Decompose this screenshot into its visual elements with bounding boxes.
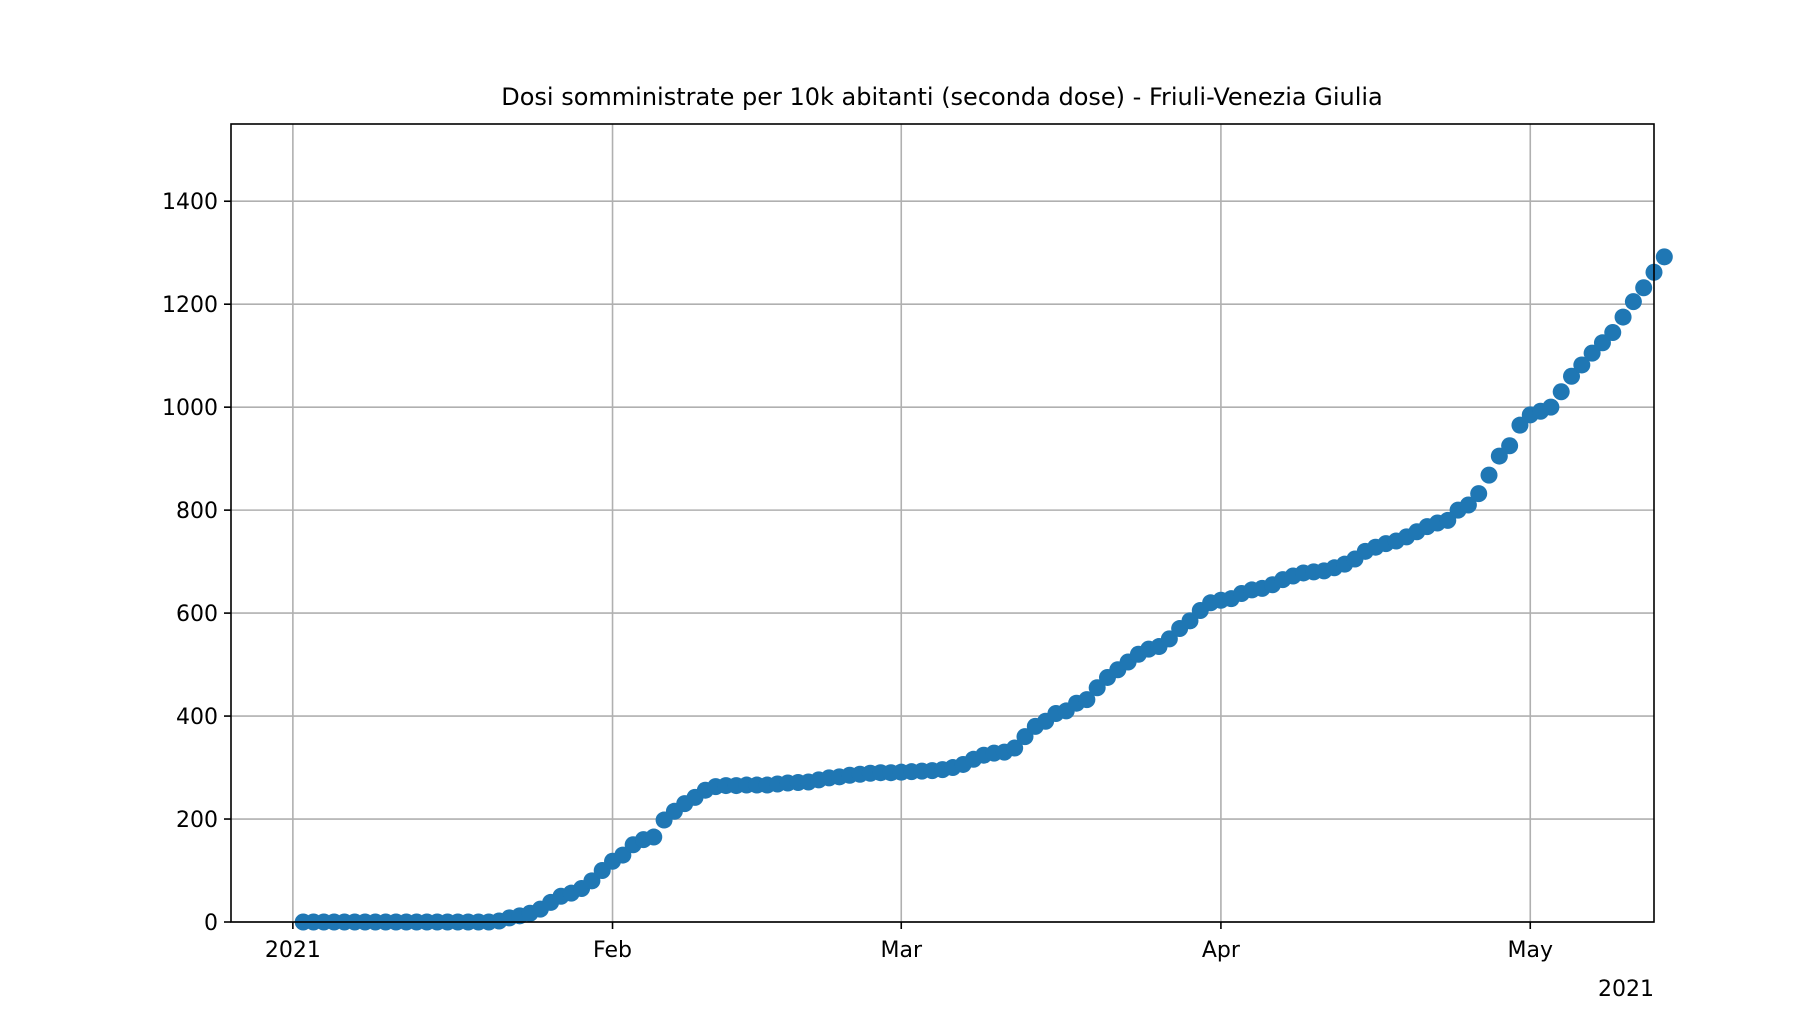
data-point	[1604, 324, 1622, 342]
data-point	[1459, 496, 1477, 514]
data-point	[1614, 308, 1632, 326]
data-points	[294, 248, 1673, 931]
data-point	[1088, 679, 1106, 697]
data-point	[1501, 437, 1519, 455]
grid-lines	[231, 124, 1654, 923]
data-point	[1624, 293, 1642, 311]
data-point	[1655, 248, 1673, 266]
data-point	[1542, 398, 1560, 416]
x-axis: 2021 Feb Mar Apr May	[265, 922, 1553, 963]
data-point	[583, 872, 601, 890]
data-point	[1511, 416, 1529, 434]
data-point	[1078, 691, 1096, 709]
data-point	[1552, 383, 1570, 401]
data-point	[1593, 334, 1611, 352]
data-point	[1006, 739, 1024, 757]
y-tick-label: 0	[204, 911, 218, 936]
x-tick-label: Apr	[1202, 938, 1241, 963]
x-tick-label: May	[1508, 938, 1553, 963]
data-point	[1160, 630, 1178, 648]
data-point	[1470, 485, 1488, 503]
y-tick-label: 1400	[162, 190, 218, 215]
x-tick-label: Mar	[880, 938, 922, 963]
data-point	[1480, 466, 1498, 484]
x-axis-offset-label: 2021	[1598, 977, 1654, 1002]
y-axis: 0 200 400 600 800 1000 1200 1400	[162, 190, 231, 936]
y-tick-label: 400	[176, 705, 218, 730]
plot-frame	[230, 123, 1655, 923]
data-point	[1573, 356, 1591, 374]
y-tick-label: 1000	[162, 396, 218, 421]
y-tick-label: 200	[176, 808, 218, 833]
data-point	[614, 846, 632, 864]
data-point	[1016, 728, 1034, 746]
y-tick-label: 800	[176, 499, 218, 524]
data-point	[645, 828, 663, 846]
y-tick-label: 1200	[162, 293, 218, 318]
data-point	[1563, 367, 1581, 385]
y-tick-label: 600	[176, 602, 218, 627]
data-point	[1439, 511, 1457, 529]
data-point	[1181, 612, 1199, 630]
data-point	[1490, 447, 1508, 465]
x-tick-label: 2021	[265, 938, 321, 963]
x-tick-label: Feb	[593, 938, 632, 963]
data-point	[1583, 344, 1601, 362]
data-point	[1635, 279, 1653, 297]
chart-title: Dosi somministrate per 10k abitanti (sec…	[501, 83, 1383, 111]
